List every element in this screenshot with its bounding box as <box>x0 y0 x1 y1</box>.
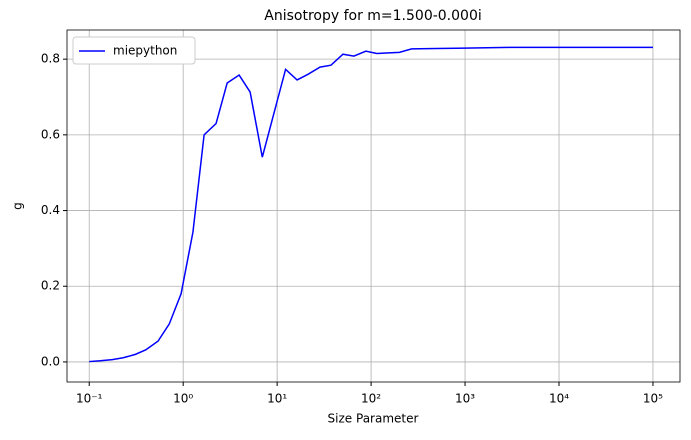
y-tick-label: 0.4 <box>41 203 60 217</box>
x-tick-label: 10⁰ <box>173 392 193 406</box>
x-tick-label: 10³ <box>455 392 475 406</box>
y-tick-label: 0.6 <box>41 127 60 141</box>
y-tick-label: 0.0 <box>41 354 60 368</box>
x-axis-label: Size Parameter <box>328 412 419 426</box>
y-tick-label: 0.8 <box>41 52 60 66</box>
x-tick-label: 10¹ <box>267 392 287 406</box>
data-line <box>89 46 653 363</box>
chart-title: Anisotropy for m=1.500-0.000i <box>264 8 482 24</box>
legend-label: miepython <box>113 44 177 58</box>
x-tick-label: 10⁵ <box>643 392 663 406</box>
y-axis-label: g <box>11 202 25 210</box>
x-tick-label: 10⁴ <box>549 392 569 406</box>
x-tick-label: 10⁻¹ <box>76 392 103 406</box>
plot-frame <box>66 29 681 383</box>
y-tick-label: 0.2 <box>41 279 60 293</box>
legend-box <box>72 36 196 65</box>
x-tick-label: 10² <box>361 392 381 406</box>
